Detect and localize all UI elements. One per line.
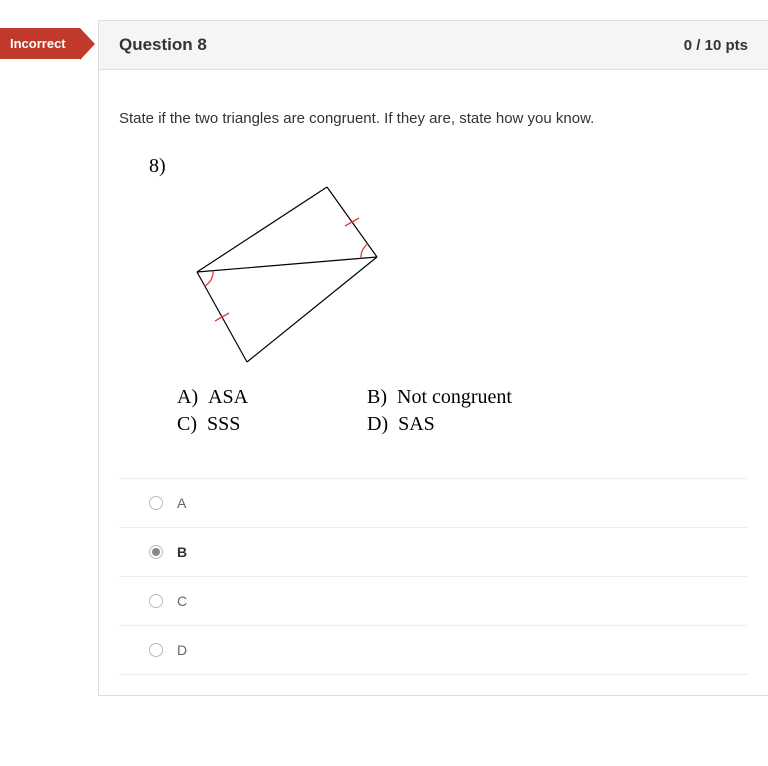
answer-option-d[interactable]: D	[119, 625, 748, 675]
answer-label: D	[177, 642, 187, 658]
answer-option-c[interactable]: C	[119, 576, 748, 625]
choice-d-label: D)	[367, 413, 398, 435]
choice-c-text: SSS	[207, 413, 240, 435]
radio-icon	[149, 594, 163, 608]
choice-d-text: SAS	[398, 413, 435, 435]
answers-list: A B C D	[119, 478, 748, 675]
choice-b-label: B)	[367, 386, 397, 408]
answer-label: B	[177, 544, 187, 560]
incorrect-badge: Incorrect	[0, 28, 80, 59]
question-header: Question 8 0 / 10 pts	[99, 21, 768, 70]
figure-area: 8)	[149, 155, 748, 438]
choice-c-label: C)	[177, 413, 207, 435]
answer-label: C	[177, 593, 187, 609]
radio-icon	[149, 545, 163, 559]
answer-option-b[interactable]: B	[119, 527, 748, 576]
question-title: Question 8	[119, 35, 207, 55]
problem-number: 8)	[149, 155, 748, 178]
choice-a-label: A)	[177, 386, 208, 408]
radio-icon	[149, 496, 163, 510]
choice-text-block: A) ASA C) SSS B) Not congruent D) SAS	[177, 384, 748, 438]
question-body: State if the two triangles are congruent…	[99, 70, 768, 695]
question-container: Question 8 0 / 10 pts State if the two t…	[98, 20, 768, 696]
choice-a-text: ASA	[208, 386, 248, 408]
triangle-diagram	[177, 182, 437, 372]
points-display: 0 / 10 pts	[684, 37, 748, 54]
answer-option-a[interactable]: A	[119, 478, 748, 527]
question-prompt: State if the two triangles are congruent…	[119, 110, 748, 127]
answer-label: A	[177, 495, 186, 511]
radio-icon	[149, 643, 163, 657]
choice-b-text: Not congruent	[397, 386, 512, 408]
